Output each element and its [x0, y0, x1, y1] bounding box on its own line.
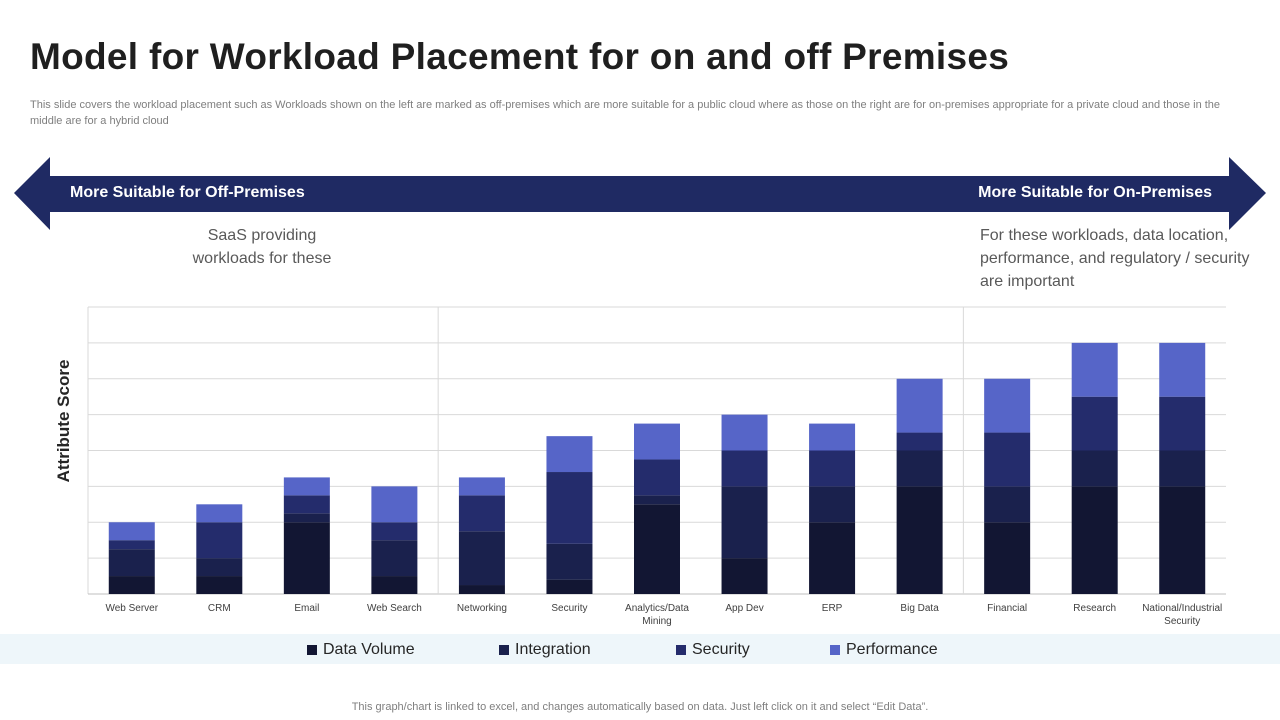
- bar-performance-networking: [458, 477, 505, 496]
- bar-security-networking: [458, 495, 505, 532]
- bar-security-crm: [196, 522, 243, 559]
- bar-integration-security: [546, 543, 593, 580]
- on-premises-note: For these workloads, data location, perf…: [980, 227, 1250, 290]
- x-tick-label-web-server: Web Server: [105, 603, 158, 614]
- x-tick-label-financial: Financial: [987, 603, 1027, 614]
- bar-security-national-industrial-security: [1159, 396, 1206, 451]
- bar-integration-app-dev: [721, 486, 768, 559]
- bar-performance-national-industrial-security: [1159, 342, 1206, 397]
- bar-integration-erp: [809, 486, 856, 523]
- x-tick-label-national-industrial-security: National/Industrial Security: [1142, 603, 1222, 627]
- x-tick-label-crm: CRM: [208, 603, 231, 614]
- legend-swatch-integration: [499, 645, 509, 655]
- placement-double-arrow: [14, 157, 1266, 230]
- bar-performance-app-dev: [721, 414, 768, 451]
- bar-integration-email: [283, 513, 330, 523]
- bar-data-volume-big-data: [896, 486, 943, 594]
- bar-security-financial: [984, 432, 1031, 487]
- bar-performance-analytics-data-mining: [634, 423, 680, 460]
- bar-integration-financial: [984, 486, 1031, 523]
- bar-data-volume-web-search: [371, 576, 418, 594]
- legend-band: [0, 634, 1280, 664]
- bar-performance-research: [1071, 342, 1118, 397]
- footer-note: This graph/chart is linked to excel, and…: [351, 701, 929, 713]
- legend-swatch-security: [676, 645, 686, 655]
- x-tick-label-big-data: Big Data: [900, 603, 939, 614]
- legend-swatch-data-volume: [307, 645, 317, 655]
- legend-item-performance: Performance: [830, 640, 938, 660]
- bar-security-app-dev: [721, 450, 768, 487]
- x-tick-label-app-dev: App Dev: [725, 603, 763, 614]
- bar-performance-erp: [809, 423, 856, 451]
- bar-data-volume-networking: [458, 585, 505, 594]
- bar-data-volume-web-server: [108, 576, 155, 594]
- bar-security-security: [546, 472, 593, 544]
- legend-label-integration: Integration: [515, 641, 591, 658]
- bar-performance-crm: [196, 504, 243, 523]
- bar-performance-web-server: [108, 522, 155, 541]
- bar-security-research: [1071, 396, 1118, 451]
- bar-data-volume-analytics-data-mining: [634, 504, 680, 594]
- bar-integration-crm: [196, 558, 243, 577]
- bar-data-volume-national-industrial-security: [1159, 486, 1206, 594]
- bar-security-web-server: [108, 540, 155, 550]
- bar-performance-email: [283, 477, 330, 496]
- legend-swatch-performance: [830, 645, 840, 655]
- bar-integration-analytics-data-mining: [634, 495, 680, 505]
- off-premises-note: SaaS providing workloads for these: [192, 227, 332, 267]
- bar-data-volume-email: [283, 522, 330, 594]
- x-tick-label-erp: ERP: [822, 603, 843, 614]
- legend-item-data-volume: Data Volume: [307, 640, 415, 660]
- bar-data-volume-security: [546, 579, 593, 594]
- x-tick-label-research: Research: [1073, 603, 1116, 614]
- legend-item-integration: Integration: [499, 640, 591, 660]
- bar-security-erp: [809, 450, 856, 487]
- bar-data-volume-financial: [984, 522, 1031, 594]
- legend-label-performance: Performance: [846, 641, 938, 658]
- stacked-bar-chart: Web Server CRM Email Web Search Networking Se…: [87, 306, 1226, 627]
- bar-performance-web-search: [371, 486, 418, 523]
- legend-item-security: Security: [676, 640, 750, 660]
- x-tick-label-analytics-data-mining: Analytics/Data Mining: [625, 603, 689, 627]
- slide-subtitle: This slide covers the workload placement…: [30, 99, 1221, 127]
- bar-performance-big-data: [896, 378, 943, 433]
- bar-integration-big-data: [896, 450, 943, 487]
- bar-security-web-search: [371, 522, 418, 541]
- bar-integration-research: [1071, 450, 1118, 487]
- x-tick-label-security: Security: [551, 603, 587, 614]
- bar-performance-financial: [984, 378, 1031, 433]
- x-tick-label-email: Email: [294, 603, 319, 614]
- bar-integration-web-server: [108, 549, 155, 577]
- bar-integration-web-search: [371, 540, 418, 577]
- bar-security-analytics-data-mining: [634, 459, 680, 496]
- bar-data-volume-app-dev: [721, 558, 768, 594]
- bar-security-email: [283, 495, 330, 514]
- bar-integration-national-industrial-security: [1159, 450, 1206, 487]
- slide-title: Model for Workload Placement for on and …: [30, 36, 1010, 77]
- x-tick-label-web-search: Web Search: [367, 603, 422, 614]
- bar-integration-networking: [458, 531, 505, 586]
- bar-data-volume-research: [1071, 486, 1118, 594]
- x-tick-label-networking: Networking: [457, 603, 507, 614]
- on-premises-label: More Suitable for On-Premises: [978, 184, 1212, 201]
- legend-label-data-volume: Data Volume: [323, 641, 415, 658]
- bar-data-volume-crm: [196, 576, 243, 594]
- off-premises-label: More Suitable for Off-Premises: [70, 184, 305, 201]
- bar-security-big-data: [896, 432, 943, 451]
- legend-label-security: Security: [692, 641, 750, 658]
- bar-performance-security: [546, 436, 593, 473]
- double-arrow-shape: [14, 157, 1266, 230]
- bar-data-volume-erp: [809, 522, 856, 594]
